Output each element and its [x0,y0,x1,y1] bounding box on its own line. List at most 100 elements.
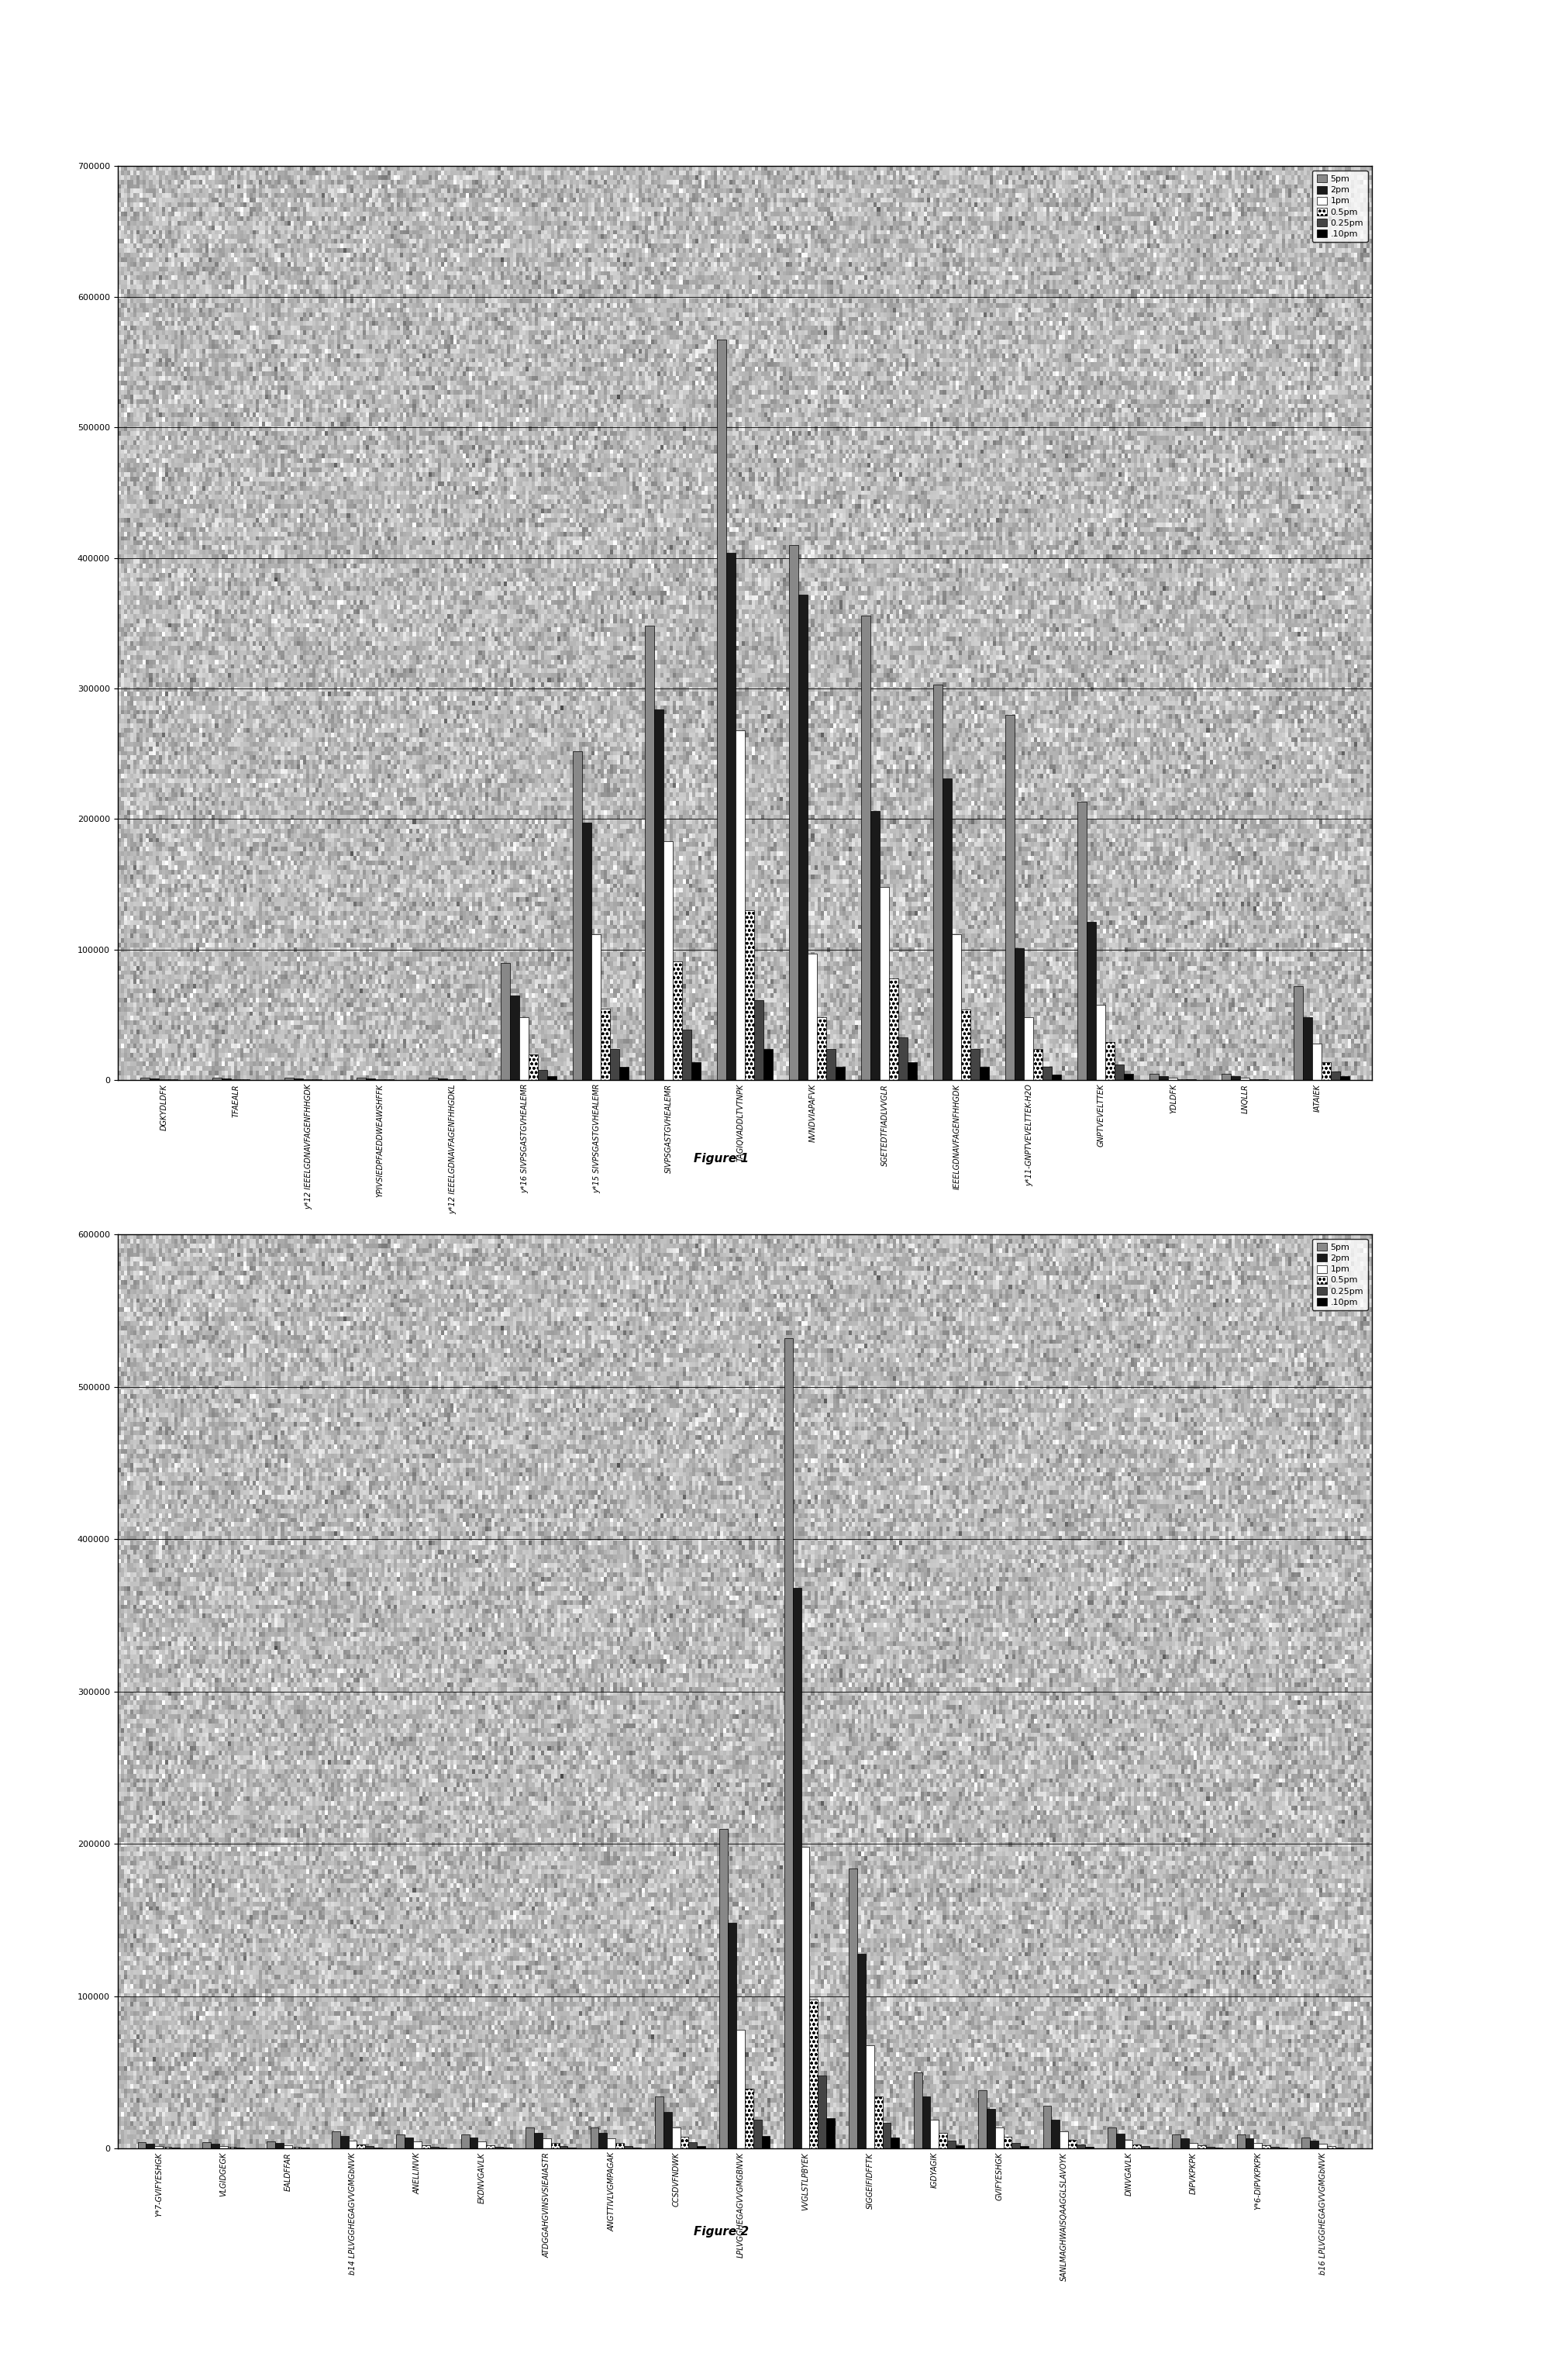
Bar [1107,2127,1116,2148]
Bar [720,1828,728,2148]
Bar [1033,1049,1043,1080]
Bar [1004,2137,1011,2148]
Bar [560,2146,568,2148]
Bar [486,2146,494,2148]
Bar [1077,802,1087,1080]
Bar [955,2146,964,2148]
Bar [891,2139,900,2148]
Bar [619,1066,629,1080]
Bar [1319,2144,1327,2148]
Bar [1060,2132,1068,2148]
Bar [140,1078,149,1080]
Bar [1043,2106,1051,2148]
Bar [616,2144,624,2148]
Bar [789,544,798,1080]
Bar [1043,1066,1052,1080]
Bar [358,2144,365,2148]
Bar [728,1923,737,2148]
Bar [348,2141,358,2148]
Bar [1254,2144,1262,2148]
Bar [930,2120,939,2148]
Bar [284,1078,293,1080]
Bar [220,2146,227,2148]
Bar [808,954,817,1080]
Bar [745,909,754,1080]
Bar [978,2091,986,2148]
Bar [267,2141,276,2148]
Bar [861,615,870,1080]
Bar [547,1075,557,1080]
Bar [696,2146,706,2148]
Bar [1262,2146,1270,2148]
Bar [870,812,880,1080]
Bar [1011,2144,1021,2148]
Bar [655,2096,663,2148]
Bar [1240,1078,1250,1080]
Bar [753,2120,762,2148]
Bar [284,2146,292,2148]
Bar [1245,2139,1254,2148]
Text: Figure 1: Figure 1 [693,1154,750,1163]
Bar [889,978,898,1080]
Bar [764,1049,773,1080]
Bar [146,2144,155,2148]
Bar [590,2127,599,2148]
Bar [971,1049,980,1080]
Bar [599,2134,607,2148]
Bar [1181,2139,1189,2148]
Bar [654,710,663,1080]
Bar [1189,2144,1198,2148]
Legend: 5pm, 2pm, 1pm, 0.5pm, 0.25pm, .10pm: 5pm, 2pm, 1pm, 0.5pm, 0.25pm, .10pm [1312,171,1367,242]
Bar [793,1588,801,2148]
Bar [331,2132,340,2148]
Bar [601,1009,610,1080]
Bar [942,779,952,1080]
Bar [543,2139,550,2148]
Bar [826,1049,836,1080]
Bar [412,2141,422,2148]
Bar [1014,947,1024,1080]
Bar [817,1018,826,1080]
Bar [1341,1075,1350,1080]
Legend: 5pm, 2pm, 1pm, 0.5pm, 0.25pm, .10pm: 5pm, 2pm, 1pm, 0.5pm, 0.25pm, .10pm [1312,1239,1367,1310]
Bar [996,2127,1004,2148]
Bar [510,995,519,1080]
Bar [1294,985,1303,1080]
Bar [572,750,582,1080]
Bar [986,2108,996,2148]
Bar [405,2139,412,2148]
Bar [1115,1064,1124,1080]
Bar [745,2089,753,2148]
Bar [276,2144,284,2148]
Bar [356,1078,365,1080]
Bar [1077,2144,1085,2148]
Bar [210,2144,220,2148]
Bar [939,2134,947,2148]
Bar [809,1999,818,2148]
Bar [340,2137,348,2148]
Bar [591,933,601,1080]
Bar [1168,1078,1178,1080]
Bar [610,1049,619,1080]
Bar [1231,1075,1240,1080]
Bar [735,731,745,1080]
Bar [1051,2120,1060,2148]
Bar [1198,2146,1206,2148]
Bar [681,2137,688,2148]
Bar [826,2118,834,2148]
Bar [1309,2141,1319,2148]
Text: Figure 2: Figure 2 [693,2227,750,2236]
Bar [737,2030,745,2148]
Bar [947,2141,955,2148]
Bar [922,2096,930,2148]
Bar [1149,1073,1159,1080]
Bar [202,2141,210,2148]
Bar [848,1868,858,2148]
Bar [961,1009,971,1080]
Bar [663,840,673,1080]
Bar [607,2139,616,2148]
Bar [873,2096,883,2148]
Bar [1005,715,1014,1080]
Bar [883,2122,891,2148]
Bar [818,2075,826,2148]
